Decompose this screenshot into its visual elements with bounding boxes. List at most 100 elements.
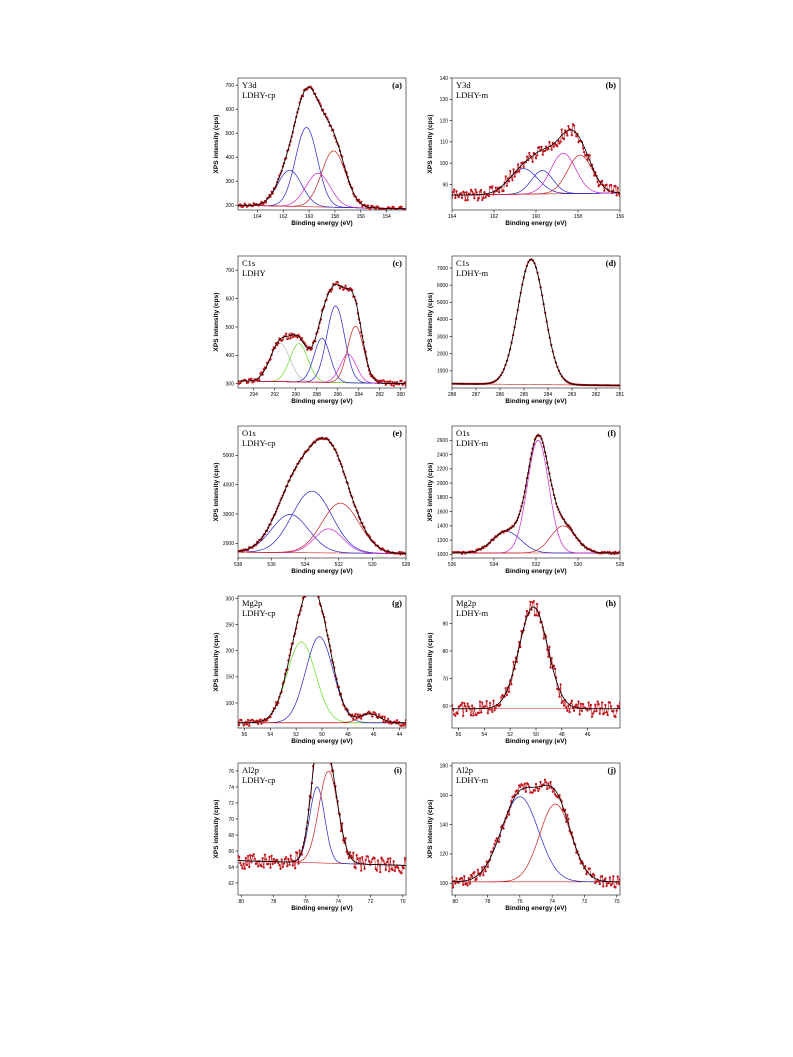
x-tick-label: 78 bbox=[271, 899, 277, 905]
component-peak-2 bbox=[238, 636, 406, 724]
data-point bbox=[300, 336, 303, 340]
data-point bbox=[356, 713, 359, 716]
data-point bbox=[374, 867, 377, 871]
data-point bbox=[270, 854, 273, 858]
data-point bbox=[369, 207, 372, 210]
data-point bbox=[534, 782, 538, 786]
x-tick-label: 281 bbox=[616, 392, 625, 398]
data-point bbox=[298, 849, 301, 852]
data-point bbox=[389, 380, 392, 383]
data-point bbox=[290, 332, 293, 335]
data-point bbox=[580, 709, 584, 713]
data-point bbox=[559, 683, 562, 686]
data-point bbox=[593, 710, 596, 713]
data-point bbox=[588, 154, 591, 157]
data-point bbox=[403, 723, 406, 726]
x-tick-label: 158 bbox=[331, 214, 340, 220]
x-axis-title: Binding energy (eV) bbox=[291, 568, 352, 575]
data-trace bbox=[452, 259, 620, 386]
data-point bbox=[478, 700, 482, 703]
data-point bbox=[575, 703, 578, 706]
data-point bbox=[271, 862, 274, 866]
data-point bbox=[543, 149, 547, 153]
data-point bbox=[384, 868, 387, 871]
data-point bbox=[484, 870, 487, 873]
data-point bbox=[391, 381, 394, 384]
data-point bbox=[249, 854, 252, 857]
x-axis-title: Binding energy (eV) bbox=[291, 398, 352, 405]
data-point bbox=[546, 787, 549, 791]
data-point bbox=[246, 854, 250, 858]
data-point bbox=[507, 180, 511, 183]
data-point bbox=[285, 856, 288, 859]
data-point bbox=[452, 196, 454, 199]
envelope-fit bbox=[238, 596, 406, 724]
data-point bbox=[287, 857, 290, 861]
y-tick-label: 7000 bbox=[437, 266, 448, 272]
data-point bbox=[400, 379, 403, 383]
x-tick-label: 162 bbox=[490, 214, 499, 220]
data-point bbox=[572, 709, 576, 712]
data-point bbox=[618, 701, 620, 705]
data-point bbox=[363, 867, 366, 870]
data-point bbox=[355, 717, 358, 720]
data-point bbox=[377, 713, 381, 716]
data-point bbox=[535, 154, 539, 157]
x-tick-label: 70 bbox=[400, 899, 406, 905]
data-point bbox=[466, 198, 469, 202]
data-point bbox=[281, 338, 284, 341]
data-point bbox=[288, 863, 291, 866]
data-point bbox=[460, 877, 464, 880]
y-tick-label: 200 bbox=[226, 203, 235, 209]
plot-frame bbox=[237, 425, 407, 559]
panel-letter: (f) bbox=[608, 428, 617, 438]
component-peak-4 bbox=[238, 502, 406, 554]
data-point bbox=[248, 724, 251, 727]
plot-frame bbox=[237, 762, 407, 896]
y-axis-title: XPS intensity (cps) bbox=[427, 463, 434, 522]
data-point bbox=[552, 145, 556, 148]
x-axis-title: Binding energy (eV) bbox=[505, 220, 566, 227]
data-point bbox=[588, 867, 591, 870]
xps-chart-b: 164 162 160 158 156 90 100 110 120 130 140 Binding … bbox=[427, 76, 624, 227]
data-point bbox=[519, 785, 522, 788]
data-point bbox=[591, 712, 595, 715]
data-point bbox=[464, 704, 467, 708]
chart-panel-d: 288 287 286 285 284 283 282 281 1000 2000 3000 4000… bbox=[426, 250, 626, 410]
data-point bbox=[239, 861, 242, 865]
data-point bbox=[570, 134, 573, 137]
data-point bbox=[549, 780, 552, 784]
data-point bbox=[549, 666, 552, 669]
data-point bbox=[452, 190, 455, 194]
data-point bbox=[345, 850, 348, 853]
component-peak-2 bbox=[452, 439, 620, 554]
y-tick-label: 1000 bbox=[437, 369, 448, 375]
data-point bbox=[400, 551, 403, 554]
chart-panel-a: 164 162 160 158 156 154 200 300 400 500 600 700 Bind… bbox=[212, 72, 412, 232]
data-point bbox=[542, 637, 545, 640]
data-point bbox=[258, 204, 261, 207]
data-point bbox=[475, 191, 478, 194]
data-point bbox=[502, 827, 505, 830]
data-point bbox=[525, 609, 529, 613]
data-point bbox=[336, 281, 339, 284]
data-point bbox=[473, 197, 476, 200]
data-point bbox=[608, 876, 612, 879]
data-point bbox=[245, 723, 249, 726]
data-point bbox=[618, 550, 620, 554]
y-tick-label: 500 bbox=[226, 325, 235, 331]
data-point bbox=[315, 589, 317, 591]
data-point bbox=[344, 836, 347, 840]
data-point bbox=[452, 703, 454, 707]
peak-label: C1s bbox=[242, 258, 255, 268]
y-tick-label: 76 bbox=[228, 769, 234, 775]
y-tick-label: 66 bbox=[228, 849, 234, 855]
data-point bbox=[248, 865, 251, 869]
y-axis-title: XPS intensity (cps) bbox=[427, 800, 434, 859]
x-tick-label: 532 bbox=[532, 562, 541, 568]
data-point bbox=[311, 589, 313, 591]
data-point bbox=[567, 125, 570, 128]
x-tick-label: 287 bbox=[472, 392, 481, 398]
data-point bbox=[465, 882, 468, 885]
data-point bbox=[314, 590, 316, 592]
